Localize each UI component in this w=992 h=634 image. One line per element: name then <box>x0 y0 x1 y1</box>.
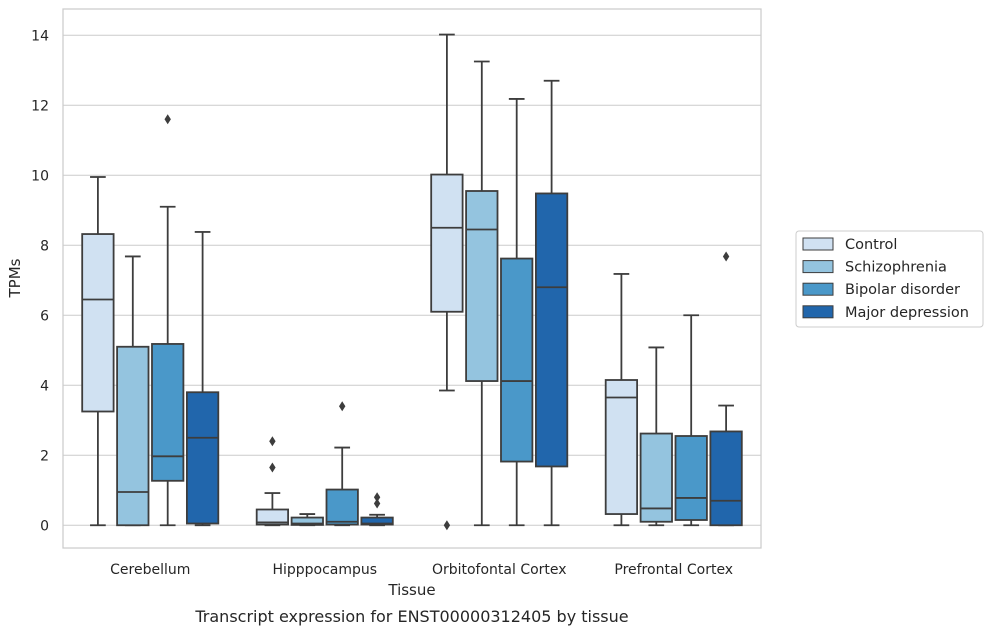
box-0-2 <box>430 33 464 531</box>
box-3-3 <box>709 251 743 527</box>
y-tick-label: 12 <box>31 98 49 114</box>
x-tick-label: Prefrontal Cortex <box>614 562 733 578</box>
outlier-point <box>373 498 381 509</box>
legend-label: Major depression <box>845 305 969 321</box>
outlier-point <box>373 492 381 503</box>
legend-frame <box>795 230 984 328</box>
iqr-box <box>674 435 708 521</box>
y-tick-label: 0 <box>40 518 49 534</box>
y-axis-ticks: 0 2 4 6 8 10 12 14 <box>31 28 49 534</box>
x-axis-ticks: Cerebellum Hipppocampus Orbitofontal Corte… <box>110 562 733 578</box>
iqr-box <box>360 516 394 526</box>
box-1-1 <box>290 513 324 527</box>
box-2-1 <box>325 401 359 527</box>
outlier-point <box>443 520 451 531</box>
box-3-0 <box>185 231 220 527</box>
legend-swatch <box>802 260 834 274</box>
iqr-box <box>604 379 639 515</box>
box-0-3 <box>604 273 639 527</box>
y-tick-label: 2 <box>40 448 49 464</box>
box-1-2 <box>465 60 499 527</box>
legend-swatch <box>802 282 834 296</box>
outlier-point <box>339 401 346 412</box>
box-0-0 <box>81 176 115 527</box>
iqr-box <box>116 345 150 527</box>
y-tick-label: 6 <box>40 308 49 324</box>
legend-label: Bipolar disorder <box>845 282 960 298</box>
y-tick-label: 10 <box>31 168 49 184</box>
plot-area-frame <box>62 8 762 549</box>
iqr-box <box>81 233 115 413</box>
box-1-3 <box>639 346 673 527</box>
boxes <box>81 33 743 531</box>
legend-label: Control <box>845 237 897 253</box>
chart-caption: Transcript expression for ENST0000031240… <box>194 607 628 626</box>
outlier-point <box>722 251 730 262</box>
legend-swatch <box>802 237 834 251</box>
legend-label: Schizophrenia <box>845 260 947 276</box>
box-0-1 <box>255 436 290 527</box>
box-2-0 <box>151 114 185 527</box>
box-3-1 <box>360 492 394 527</box>
iqr-box <box>500 257 534 463</box>
x-tick-label: Hipppocampus <box>272 562 377 578</box>
iqr-box <box>465 190 499 382</box>
iqr-box <box>430 173 464 313</box>
outlier-point <box>164 114 171 125</box>
legend: Control Schizophrenia Bipolar disorder Majo… <box>795 230 984 328</box>
iqr-box <box>325 488 359 526</box>
iqr-box <box>639 432 673 523</box>
x-axis-label: Tissue <box>387 581 435 599</box>
iqr-box <box>534 192 569 468</box>
x-tick-label: Orbitofontal Cortex <box>432 562 567 578</box>
y-tick-label: 8 <box>40 238 49 254</box>
x-tick-label: Cerebellum <box>110 562 190 578</box>
box-1-0 <box>116 255 150 527</box>
iqr-box <box>185 391 220 525</box>
box-3-2 <box>534 79 569 527</box>
outlier-point <box>269 436 276 447</box>
legend-swatch <box>802 305 834 319</box>
iqr-box <box>151 343 185 482</box>
iqr-box <box>255 508 290 526</box>
y-tick-label: 4 <box>40 378 49 394</box>
y-tick-label: 14 <box>31 28 49 44</box>
box-2-2 <box>500 98 534 527</box>
y-axis-label: TPMs <box>6 258 24 298</box>
iqr-box <box>709 430 743 527</box>
outlier-point <box>269 462 276 473</box>
box-2-3 <box>674 314 708 527</box>
iqr-box <box>290 516 324 526</box>
